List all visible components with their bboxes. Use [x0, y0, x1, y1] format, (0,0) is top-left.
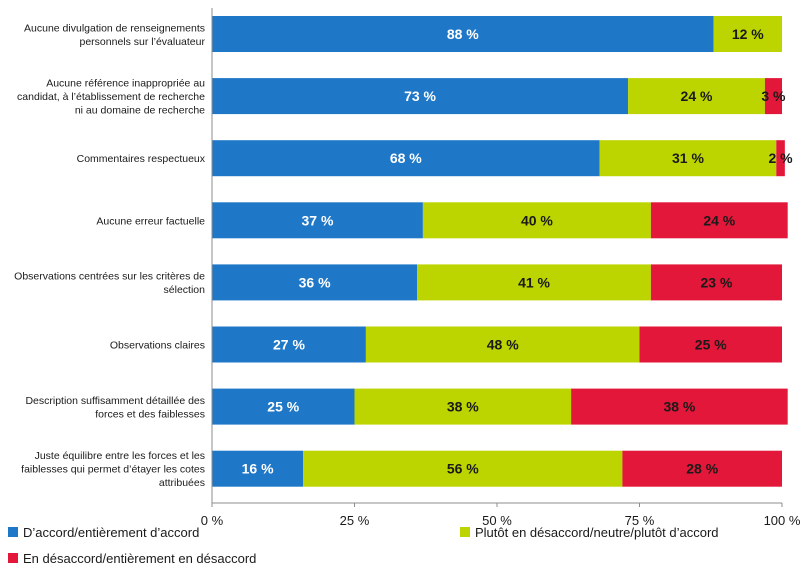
category-label: Commentaires respectueux — [77, 153, 206, 165]
data-label: 27 % — [273, 337, 305, 353]
bar-segment — [639, 326, 782, 363]
category-label: Juste équilibre entre les forces et les — [35, 450, 205, 462]
data-label: 38 % — [663, 399, 695, 415]
data-label: 48 % — [487, 337, 519, 353]
legend-swatch — [460, 527, 470, 537]
data-label: 37 % — [301, 212, 333, 228]
legend-label: Plutôt en désaccord/neutre/plutôt d’acco… — [475, 525, 719, 540]
bar-segment — [417, 264, 651, 301]
data-label: 56 % — [447, 461, 479, 477]
category-label: ni au domaine de recherche — [75, 105, 205, 117]
category-label: Description suffisamment détaillée des — [25, 395, 205, 407]
category-label: Aucune divulgation de renseignements — [24, 22, 205, 34]
bar-segment — [365, 326, 640, 363]
bar-segment — [650, 202, 788, 239]
legend: D’accord/entièrement d’accord Plutôt en d… — [8, 525, 719, 566]
bar-segment — [212, 450, 304, 487]
data-label: 36 % — [299, 274, 331, 290]
bar-segment — [599, 140, 777, 177]
legend-label: En désaccord/entièrement en désaccord — [23, 551, 256, 566]
x-tick-label: 0 % — [201, 513, 224, 528]
data-label: 31 % — [672, 150, 704, 166]
bar-segment — [571, 388, 788, 425]
data-label: 73 % — [404, 88, 436, 104]
data-label: 25 % — [695, 337, 727, 353]
bar-segment — [422, 202, 651, 239]
category-label: forces et des faiblesses — [95, 408, 205, 420]
bar-segment — [354, 388, 572, 425]
data-label: 28 % — [686, 461, 718, 477]
category-label: faiblesses qui permet d’étayer les cotes — [21, 464, 205, 476]
data-label: 12 % — [732, 26, 764, 42]
bar-segment — [212, 16, 714, 52]
bar-segment — [212, 78, 629, 115]
data-label: 23 % — [700, 274, 732, 290]
data-label: 16 % — [242, 461, 274, 477]
x-tick-label: 100 % — [764, 513, 801, 528]
data-label: 25 % — [267, 399, 299, 415]
category-label: personnels sur l’évaluateur — [80, 36, 206, 48]
x-tick-label: 25 % — [340, 513, 370, 528]
category-label: candidat, à l’établissement de recherche — [17, 91, 205, 103]
bar-segment — [212, 326, 366, 363]
bars-layer: 88 % 12 % 73 % 24 % 3 % 68 % 31 % 2 % 37 % 40 % 24… — [212, 16, 793, 487]
x-axis: 0 % 25 % 50 % 75 % 100 % — [201, 8, 801, 528]
data-label: 38 % — [447, 399, 479, 415]
bar-segment — [650, 264, 782, 301]
category-label: Observations centrées sur les critères d… — [14, 271, 205, 283]
legend-swatch — [8, 527, 18, 537]
bar-segment — [212, 140, 600, 177]
category-label: Aucune erreur factuelle — [96, 215, 205, 227]
bar-segment — [628, 78, 765, 115]
data-label: 3 % — [761, 88, 786, 104]
x-tick-label: 50 % — [482, 513, 512, 528]
bar-segment — [303, 450, 623, 487]
category-labels: Aucune divulgation de renseignements pers… — [14, 22, 206, 489]
data-label: 88 % — [447, 26, 479, 42]
data-label: 41 % — [518, 274, 550, 290]
category-label: attribuées — [159, 477, 205, 489]
x-tick-label: 75 % — [625, 513, 655, 528]
category-label: Aucune référence inappropriée au — [46, 78, 205, 90]
bar-segment — [622, 450, 782, 487]
legend-swatch — [8, 553, 18, 563]
legend-label: D’accord/entièrement d’accord — [23, 525, 199, 540]
category-label: sélection — [164, 284, 206, 296]
data-label: 24 % — [703, 212, 735, 228]
data-label: 40 % — [521, 212, 553, 228]
bar-segment — [212, 202, 423, 239]
bar-segment — [764, 78, 782, 115]
bar-segment — [212, 388, 355, 425]
data-label: 68 % — [390, 150, 422, 166]
bar-segment — [776, 140, 785, 177]
bar-segment — [713, 16, 782, 52]
bar-segment — [212, 264, 418, 301]
category-label: Observations claires — [110, 340, 205, 352]
data-label: 24 % — [681, 88, 713, 104]
data-label: 2 % — [769, 150, 794, 166]
